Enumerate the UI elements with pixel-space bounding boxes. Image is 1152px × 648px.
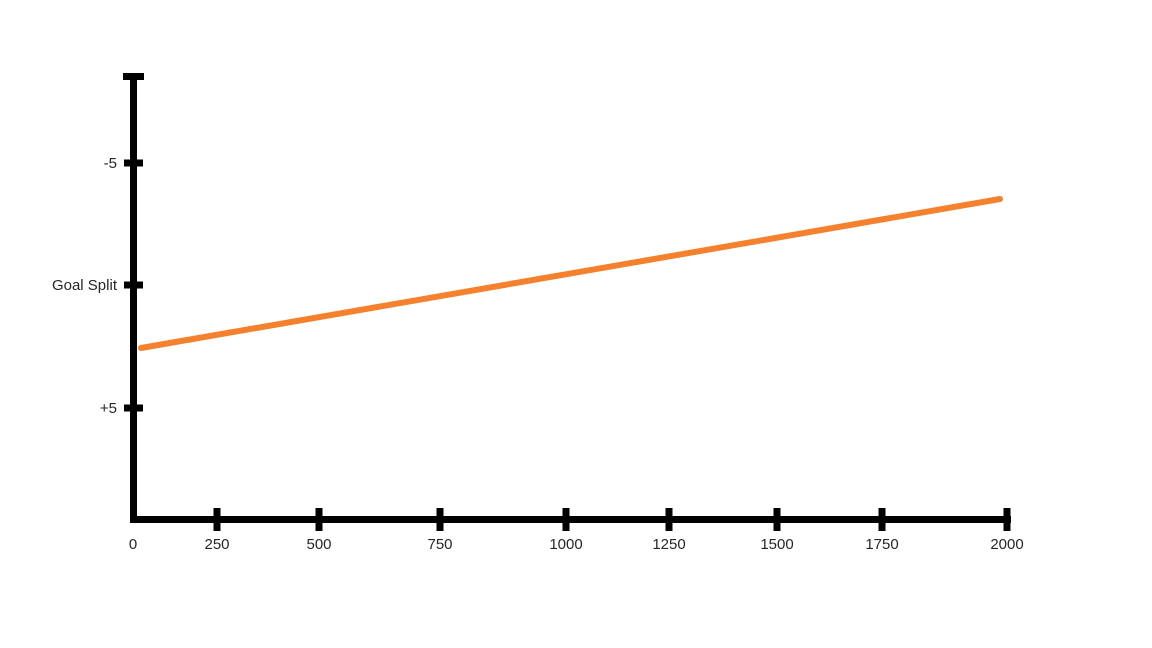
x-tick-label: 1500 xyxy=(760,536,793,553)
y-axis-line xyxy=(130,73,137,523)
y-tick-label: +5 xyxy=(100,400,117,417)
y-axis-top-cap xyxy=(123,73,144,80)
x-tick-label: 500 xyxy=(306,536,331,553)
y-tick-label: -5 xyxy=(104,155,117,172)
y-tick xyxy=(124,159,143,167)
x-tick-label: 250 xyxy=(204,536,229,553)
x-tick xyxy=(773,508,781,531)
x-tick-label: 1000 xyxy=(549,536,582,553)
x-tick xyxy=(436,508,444,531)
x-tick xyxy=(213,508,221,531)
x-tick xyxy=(1003,508,1011,531)
x-tick xyxy=(878,508,886,531)
x-tick-label: 1250 xyxy=(652,536,685,553)
x-tick xyxy=(665,508,673,531)
x-tick-label: 0 xyxy=(129,536,137,553)
x-tick xyxy=(315,508,323,531)
y-tick xyxy=(124,281,143,289)
y-tick-label: Goal Split xyxy=(52,277,118,294)
series-line-goal-split-trend xyxy=(138,196,1003,351)
x-axis-line xyxy=(130,516,1011,523)
x-tick-label: 750 xyxy=(427,536,452,553)
x-tick-label: 2000 xyxy=(990,536,1023,553)
y-tick xyxy=(124,404,143,412)
x-tick xyxy=(562,508,570,531)
x-tick-label: 1750 xyxy=(865,536,898,553)
